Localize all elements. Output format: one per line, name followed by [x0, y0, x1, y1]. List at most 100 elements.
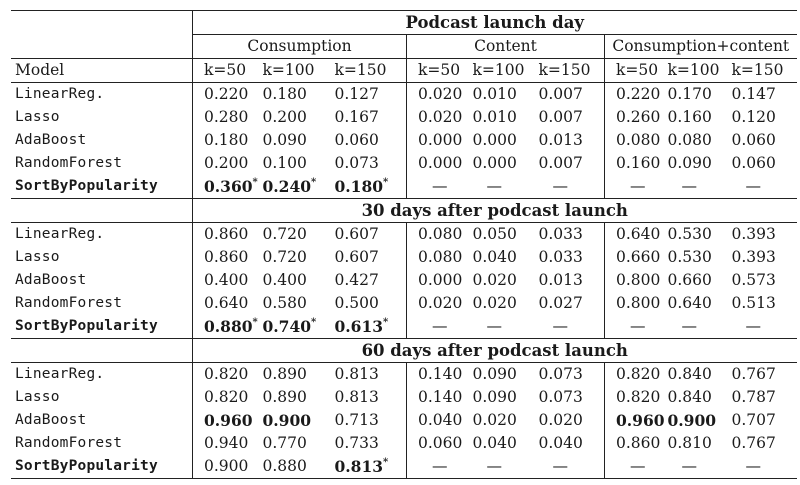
model-name: LinearReg.: [11, 82, 193, 106]
model-name: SortByPopularity: [11, 315, 193, 339]
value-cell: 0.960: [616, 411, 665, 430]
value-cell: 0.160: [616, 154, 661, 172]
table-row: Lasso 0.280 0.200 0.167 0.020 0.010 0.007 0.260…: [11, 106, 797, 129]
value-cell: 0.840: [667, 365, 712, 383]
model-name: SortByPopularity: [11, 455, 193, 479]
model-name: SortByPopularity: [11, 175, 193, 199]
dash-cell: —: [630, 457, 646, 475]
value-cell: 0.880: [262, 455, 335, 479]
dash-cell: —: [552, 457, 569, 475]
model-name: Lasso: [11, 106, 193, 129]
table-row: AdaBoost 0.960 0.900 0.713 0.040 0.020 0.020 0.…: [11, 409, 797, 432]
value-cell: 0.007: [538, 152, 605, 175]
value-cell: 0.007: [538, 106, 605, 129]
value-cell: 0.900: [667, 411, 717, 430]
value-cell: 0.033: [538, 246, 605, 269]
value-cell: 0.720: [262, 225, 307, 243]
table-body: Podcast launch day Consumption Content Cons…: [11, 10, 797, 479]
empty-cell: [11, 34, 193, 59]
value-cell: 0.040: [472, 248, 517, 266]
table-row: SortByPopularity 0.900 0.880 0.813* — — — — — —: [11, 455, 797, 479]
value-cell: —: [667, 455, 732, 479]
value-cell: 0.393: [731, 225, 776, 243]
dash-cell: —: [432, 457, 448, 475]
dash-cell: —: [486, 317, 503, 335]
value-cell: 0.400: [204, 271, 249, 289]
value-cell: 0.820: [616, 388, 661, 406]
value-cell: 0.890: [262, 365, 307, 383]
value-cell: 0.960: [204, 411, 253, 430]
value-cell: 0.713: [334, 409, 407, 432]
value-cell: 0.200: [204, 154, 249, 172]
value-cell: 0.820: [204, 365, 249, 383]
value-cell: 0.060: [418, 434, 463, 452]
value-cell: 0.010: [472, 108, 517, 126]
empty-cell: [11, 338, 193, 363]
model-name: AdaBoost: [11, 129, 193, 152]
value-cell: 0.090: [667, 154, 712, 172]
value-cell: 0.080: [418, 248, 463, 266]
value-cell: 0.787: [731, 388, 776, 406]
model-name: AdaBoost: [11, 409, 193, 432]
k-header: k=150: [538, 58, 605, 83]
dash-cell: —: [486, 457, 503, 475]
value-cell: —: [732, 315, 797, 339]
value-cell: 0.720: [262, 248, 307, 266]
value-cell: —: [473, 175, 539, 199]
table-row: RandomForest 0.200 0.100 0.073 0.000 0.000 0.0…: [11, 152, 797, 175]
value-cell: —: [605, 175, 668, 199]
value-cell: 0.220: [616, 85, 661, 103]
value-cell: —: [731, 455, 797, 479]
value-cell: 0.020: [472, 411, 517, 429]
value-cell: 0.073: [334, 152, 407, 175]
section-title: 30 days after podcast launch: [192, 198, 797, 223]
dash-cell: —: [630, 317, 646, 335]
value-cell: 0.360*: [193, 175, 263, 199]
value-with-marker: 0.740*: [262, 316, 317, 336]
table-row: SortByPopularity 0.360* 0.240* 0.180* — — — — — —: [11, 175, 797, 199]
value-cell: 0.180: [204, 131, 249, 149]
table-row: LinearReg. 0.860 0.720 0.607 0.080 0.050 0.033…: [11, 222, 797, 246]
table-row: LinearReg. 0.220 0.180 0.127 0.020 0.010 0.007…: [11, 82, 797, 106]
value-cell: —: [538, 175, 605, 199]
value-cell: 0.040: [418, 411, 463, 429]
value-with-marker: 0.180*: [334, 176, 389, 196]
value-cell: 0.073: [538, 362, 605, 386]
value-cell: 0.090: [262, 131, 307, 149]
dash-cell: —: [681, 177, 698, 195]
value-cell: 0.513: [731, 294, 776, 312]
value-cell: 0.840: [667, 388, 712, 406]
table-row: AdaBoost 0.400 0.400 0.427 0.000 0.020 0.013 0.…: [11, 269, 797, 292]
model-name: Lasso: [11, 386, 193, 409]
value-cell: 0.707: [731, 411, 776, 429]
value-cell: 0.060: [334, 129, 407, 152]
value-cell: 0.800: [616, 271, 661, 289]
k-header: k=100: [667, 58, 732, 83]
value-cell: 0.020: [418, 108, 463, 126]
table-row: LinearReg. 0.820 0.890 0.813 0.140 0.090 0.073…: [11, 362, 797, 386]
value-cell: 0.860: [204, 248, 249, 266]
k-header: k=100: [262, 58, 335, 83]
value-cell: 0.000: [418, 271, 463, 289]
table-row: AdaBoost 0.180 0.090 0.060 0.000 0.000 0.013 0.…: [11, 129, 797, 152]
value-cell: 0.090: [472, 388, 517, 406]
value-cell: 0.140: [418, 365, 463, 383]
value-cell: 0.530: [667, 225, 712, 243]
model-name: RandomForest: [11, 432, 193, 455]
group-header-row: Consumption Content Consumption+content: [11, 34, 797, 59]
value-cell: 0.500: [334, 292, 407, 315]
dash-cell: —: [745, 457, 762, 475]
group-header: Content: [406, 34, 605, 59]
k-header: k=100: [472, 58, 539, 83]
k-header: k=50: [604, 58, 668, 83]
value-cell: 0.607: [334, 246, 407, 269]
section-title-row: 60 days after podcast launch: [11, 338, 797, 363]
dash-cell: —: [745, 177, 762, 195]
value-cell: 0.010: [472, 85, 517, 103]
value-cell: 0.740*: [263, 315, 335, 339]
value-cell: 0.800: [616, 294, 661, 312]
value-cell: —: [407, 315, 473, 339]
value-cell: 0.860: [616, 434, 661, 452]
value-cell: 0.860: [204, 225, 249, 243]
value-cell: 0.180*: [334, 175, 407, 199]
